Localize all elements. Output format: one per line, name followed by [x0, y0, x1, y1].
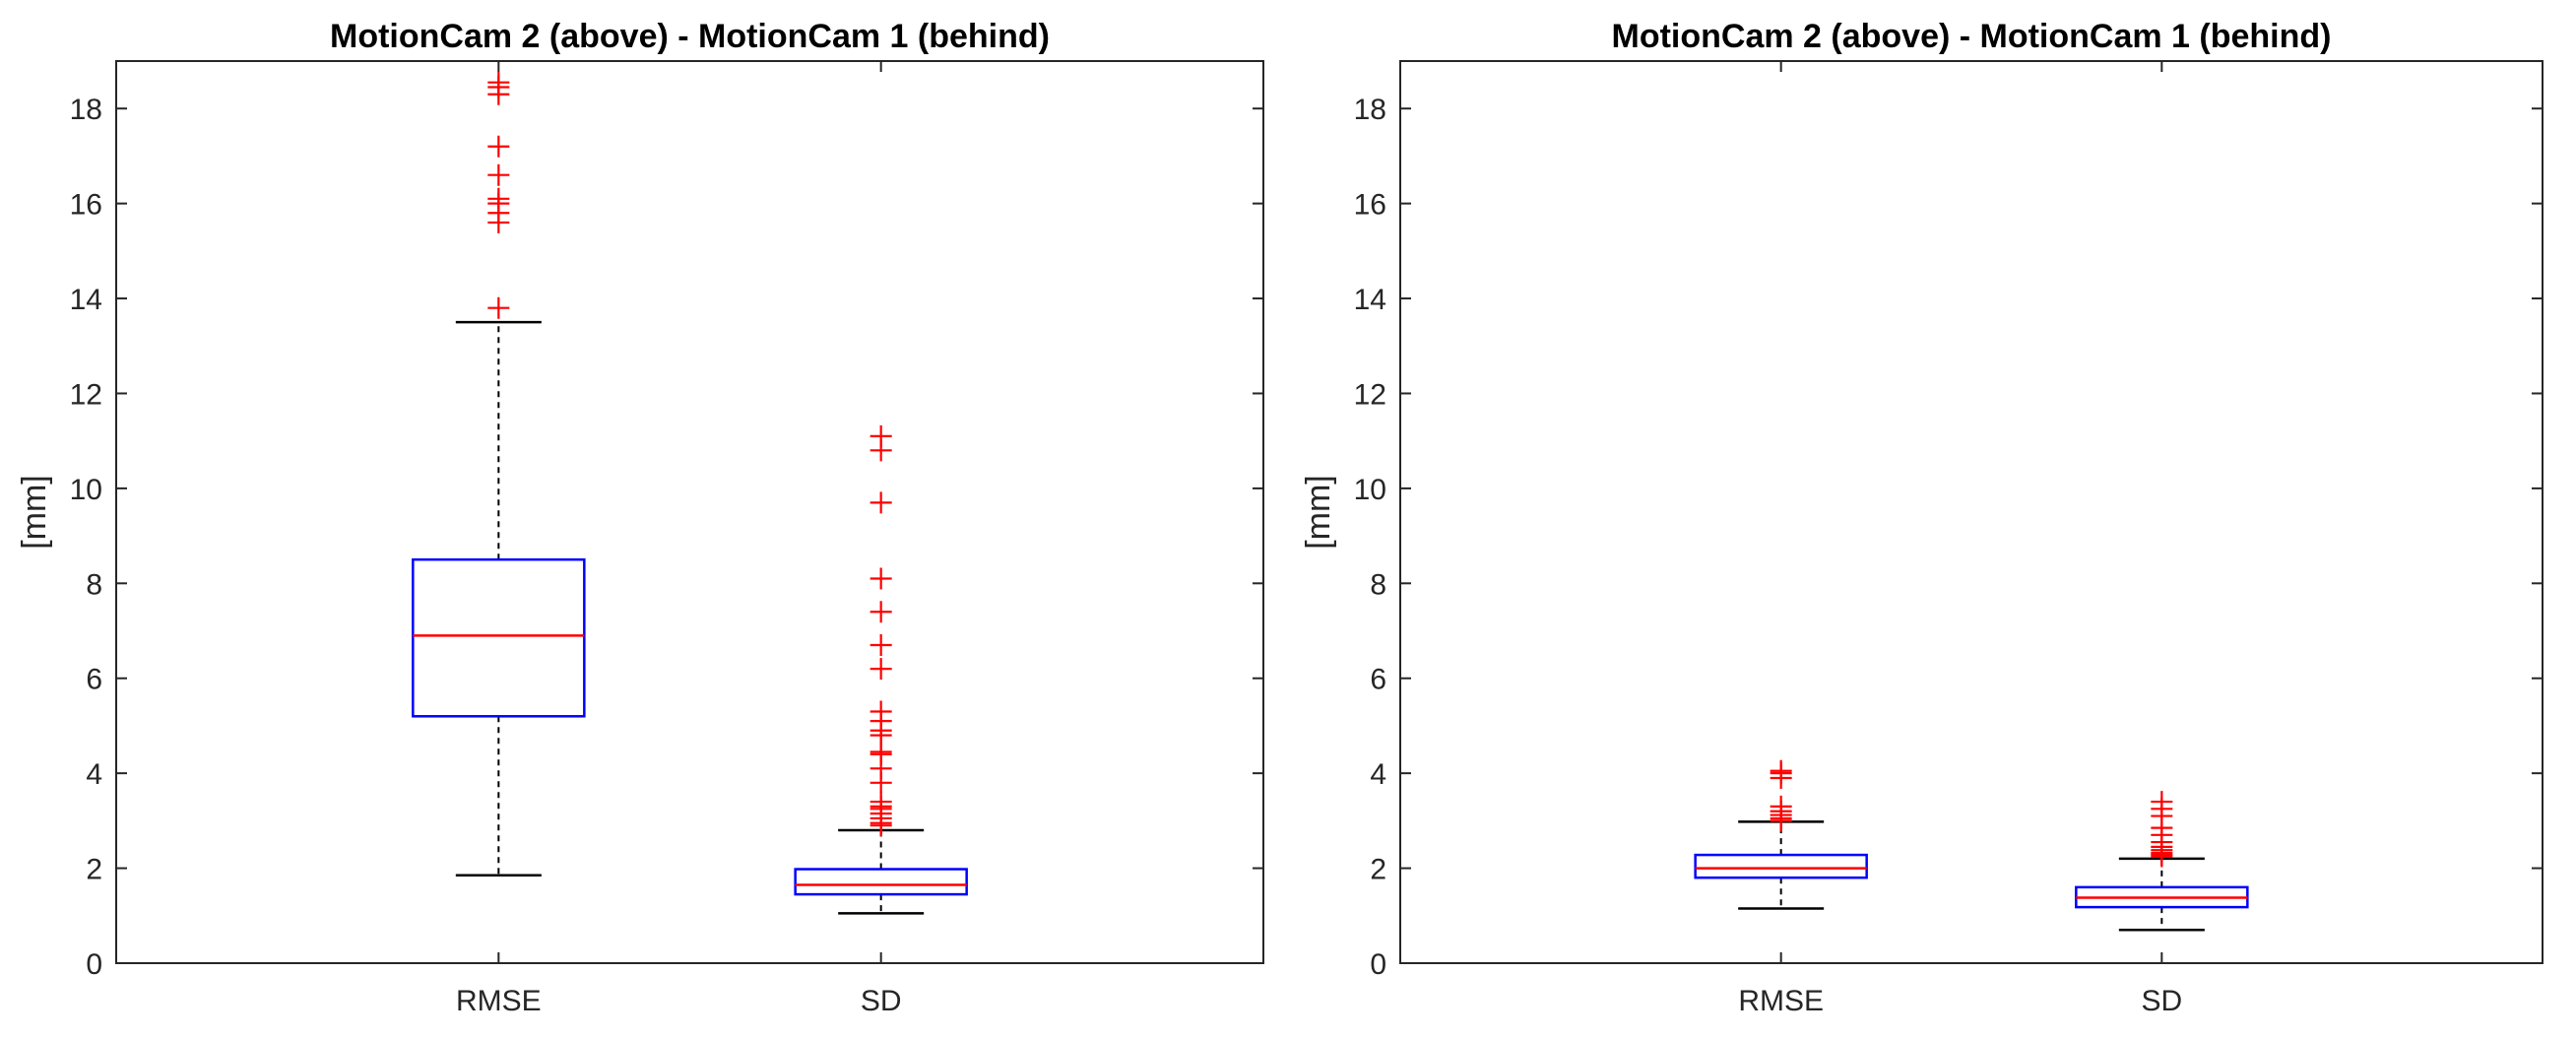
outlier-marker-rmse: [487, 296, 510, 319]
y-tick-label: 6: [1370, 664, 1386, 696]
x-tick-label-sd: SD: [2141, 985, 2182, 1017]
y-tick-label: 16: [70, 189, 102, 222]
box-rmse: [412, 71, 586, 877]
y-tick-label: 8: [86, 568, 102, 601]
y-tick-label: 4: [1370, 758, 1386, 791]
y-tick-label: 18: [1354, 94, 1386, 126]
y-tick-label: 4: [86, 758, 102, 791]
x-tick-label-rmse: RMSE: [456, 985, 542, 1017]
y-tick-label: 6: [86, 664, 102, 696]
y-tick-label: 2: [1370, 854, 1386, 886]
y-tick-label: 12: [70, 378, 102, 411]
box-rect-rmse: [412, 557, 586, 718]
outlier-marker-sd: [869, 491, 892, 514]
x-tick-label-sd: SD: [861, 985, 902, 1017]
outlier-marker-sd: [2151, 791, 2173, 813]
y-tick-label: 0: [1370, 948, 1386, 981]
axes-frame: [1399, 60, 2544, 964]
y-tick-label: 16: [1354, 189, 1386, 222]
outlier-marker-sd: [869, 633, 892, 656]
axes-frame: [115, 60, 1264, 964]
outlier-marker-rmse: [487, 163, 510, 186]
y-tick-label: 0: [86, 948, 102, 981]
outlier-marker-sd: [869, 791, 892, 813]
y-tick-label: 12: [1354, 378, 1386, 411]
box-sd: [794, 424, 968, 915]
box-rect-rmse: [1694, 853, 1868, 879]
y-tick-label: 14: [70, 284, 102, 316]
outlier-marker-rmse: [1770, 795, 1792, 817]
outlier-marker-rmse: [487, 135, 510, 158]
outlier-marker-rmse: [487, 187, 510, 210]
x-tick-label-rmse: RMSE: [1738, 985, 1824, 1017]
y-tick-label: 10: [1354, 474, 1386, 506]
outlier-marker-sd: [869, 424, 892, 447]
box-sd: [2075, 791, 2249, 932]
y-axis-label: [mm]: [16, 475, 53, 550]
chart-panel-1: MotionCam 2 (above) - MotionCam 1 (behin…: [16, 18, 1264, 1017]
y-axis-label: [mm]: [1300, 475, 1337, 550]
box-rmse: [1694, 759, 1868, 910]
chart-title: MotionCam 2 (above) - MotionCam 1 (behin…: [1612, 18, 2332, 55]
y-tick-label: 8: [1370, 568, 1386, 601]
outlier-marker-sd: [869, 700, 892, 723]
outlier-marker-sd: [869, 658, 892, 681]
chart-title: MotionCam 2 (above) - MotionCam 1 (behin…: [330, 18, 1050, 55]
chart-panel-2: MotionCam 2 (above) - MotionCam 1 (behin…: [1300, 18, 2544, 1017]
y-tick-label: 10: [70, 474, 102, 506]
outlier-marker-sd: [869, 567, 892, 590]
y-tick-label: 2: [86, 854, 102, 886]
outlier-marker-sd: [869, 601, 892, 623]
outlier-marker-rmse: [487, 71, 510, 94]
y-tick-label: 14: [1354, 284, 1386, 316]
box-rect-sd: [794, 868, 968, 896]
y-tick-label: 18: [70, 94, 102, 126]
outlier-marker-rmse: [1770, 759, 1792, 782]
